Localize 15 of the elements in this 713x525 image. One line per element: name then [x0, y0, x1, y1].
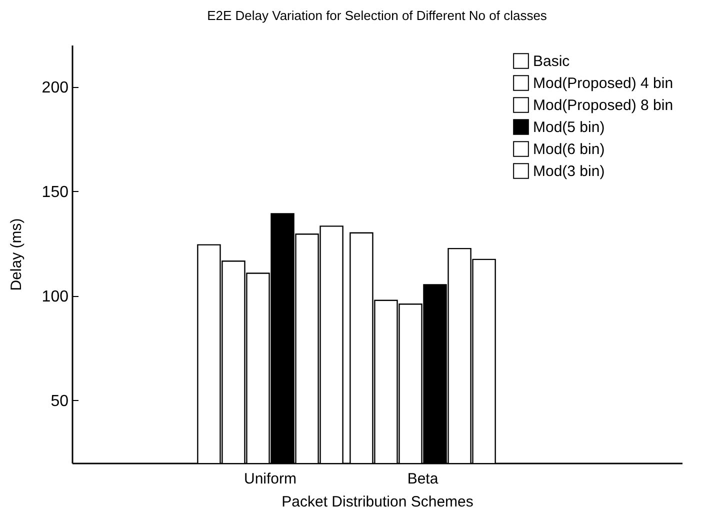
legend-label: Mod(5 bin) — [533, 119, 605, 136]
legend-label: Mod(Proposed) 8 bin — [533, 97, 674, 114]
y-tick-label: 200 — [42, 79, 69, 96]
x-axis-title: Packet Distribution Schemes — [282, 494, 474, 510]
y-tick-label: 50 — [50, 392, 69, 410]
legend-label: Basic — [533, 53, 570, 70]
y-axis-title: Delay (ms) — [8, 218, 25, 291]
legend-label: Mod(6 bin) — [533, 141, 605, 158]
chart-title: E2E Delay Variation for Selection of Different No of classes — [207, 8, 548, 23]
y-tick-label: 100 — [42, 288, 69, 306]
legend-label: Mod(3 bin) — [533, 163, 605, 180]
x-tick-label: Beta — [407, 470, 439, 488]
legend-label: Mod(Proposed) 4 bin — [533, 75, 674, 92]
y-tick-label: 150 — [42, 184, 69, 201]
x-tick-label: Uniform — [244, 470, 297, 488]
